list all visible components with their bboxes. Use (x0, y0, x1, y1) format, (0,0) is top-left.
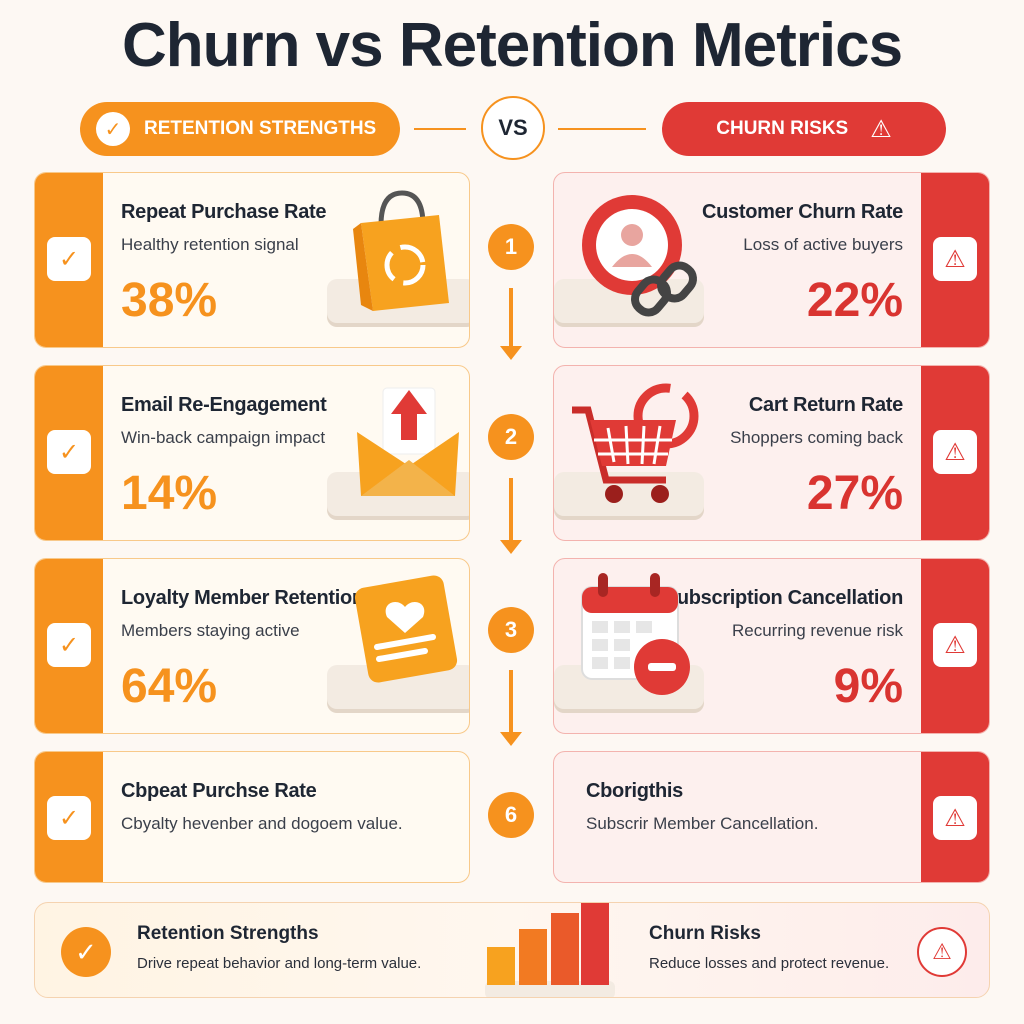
down-arrow-icon (500, 478, 522, 554)
down-arrow-icon (500, 288, 522, 360)
check-circle-icon: ✓ (61, 927, 111, 977)
card-title: Cbpeat Purchse Rate (121, 780, 317, 802)
card-subtitle: Members staying active (121, 621, 300, 640)
step-number: 3 (488, 607, 534, 653)
churn-card: ⚠ Subscription Cancellation Recurring re… (553, 558, 990, 734)
card-value: 14% (121, 467, 218, 520)
shopping-cart-icon (572, 383, 699, 503)
step-number: 1 (488, 224, 534, 270)
check-icon: ✓ (47, 430, 91, 474)
down-arrow-icon (500, 670, 522, 746)
card-subtitle: Healthy retention signal (121, 235, 299, 254)
check-icon: ✓ (47, 796, 91, 840)
card-title: Cart Return Rate (748, 394, 903, 416)
churn-card: ⚠ Cborigthis Subscrir Member Cancellatio… (553, 751, 990, 883)
card-subtitle: Recurring revenue risk (731, 621, 903, 640)
churn-card: ⚠ Cart Return Rate Shoppers coming back … (553, 365, 990, 541)
card-subtitle: Win-back campaign impact (121, 428, 326, 447)
check-icon: ✓ (47, 237, 91, 281)
card-title: Customer Churn Rate (702, 201, 903, 223)
card-title: Repeat Purchase Rate (121, 201, 327, 223)
retention-card: ✓ Email Re-Engagement Win-back campaign … (34, 365, 470, 541)
card-value: 38% (121, 274, 218, 327)
retention-card: ✓ Loyalty Member Retention Members stayi… (34, 558, 470, 734)
summary-right-title: Churn Risks (649, 923, 761, 944)
summary-left-title: Retention Strengths (137, 923, 319, 944)
page-title: Churn vs Retention Metrics (121, 11, 903, 80)
warning-triangle-icon: ⚠ (870, 115, 892, 143)
divider-line (558, 128, 646, 130)
card-title: Cborigthis (586, 780, 683, 802)
card-subtitle: Subscrir Member Cancellation. (586, 814, 819, 833)
warning-circle-icon: ⚠ (917, 927, 967, 977)
divider-line (414, 128, 466, 130)
card-value: 27% (806, 467, 903, 520)
summary-left-text: Drive repeat behavior and long-term valu… (137, 955, 422, 972)
check-circle-icon: ✓ (96, 112, 130, 146)
summary-panel: ✓ Retention Strengths Drive repeat behav… (34, 902, 990, 998)
step-number: 6 (488, 792, 534, 838)
vs-badge: VS (481, 96, 545, 160)
bar-chart-icon (485, 903, 615, 997)
summary-right-text: Reduce losses and protect revenue. (649, 955, 890, 972)
calendar-minus-icon (581, 573, 690, 695)
warning-icon: ⚠ (933, 623, 977, 667)
churn-header-label: CHURN RISKS (716, 118, 849, 139)
card-value: 9% (833, 660, 903, 713)
card-subtitle: Shoppers coming back (730, 428, 903, 447)
shopping-bag-icon (353, 190, 449, 311)
card-title: Loyalty Member Retention (121, 587, 364, 609)
retention-strengths-header: ✓ RETENTION STRENGTHS (80, 102, 400, 156)
warning-icon: ⚠ (933, 430, 977, 474)
card-title: Email Re-Engagement (121, 394, 327, 416)
step-number: 2 (488, 414, 534, 460)
card-subtitle: Loss of active buyers (743, 235, 903, 254)
envelope-icon (357, 387, 459, 496)
warning-icon: ⚠ (933, 237, 977, 281)
churn-card: ⚠ Customer Churn Rate Loss of active buy… (553, 172, 990, 348)
retention-card: ✓ Repeat Purchase Rate Healthy retention… (34, 172, 470, 348)
user-broken-link-icon (582, 195, 697, 317)
card-value: 22% (806, 274, 903, 327)
churn-risks-header: CHURN RISKS ⚠ (662, 102, 946, 156)
card-subtitle: Cbyalty hevenber and dogoem value. (121, 814, 403, 833)
check-icon: ✓ (47, 623, 91, 667)
retention-card: ✓ Cbpeat Purchse Rate Cbyalty hevenber a… (34, 751, 470, 883)
warning-icon: ⚠ (933, 796, 977, 840)
card-title: Subscription Cancellation (663, 587, 904, 609)
loyalty-heart-card-icon (354, 575, 458, 683)
retention-header-label: RETENTION STRENGTHS (144, 118, 377, 139)
card-value: 64% (121, 660, 218, 713)
